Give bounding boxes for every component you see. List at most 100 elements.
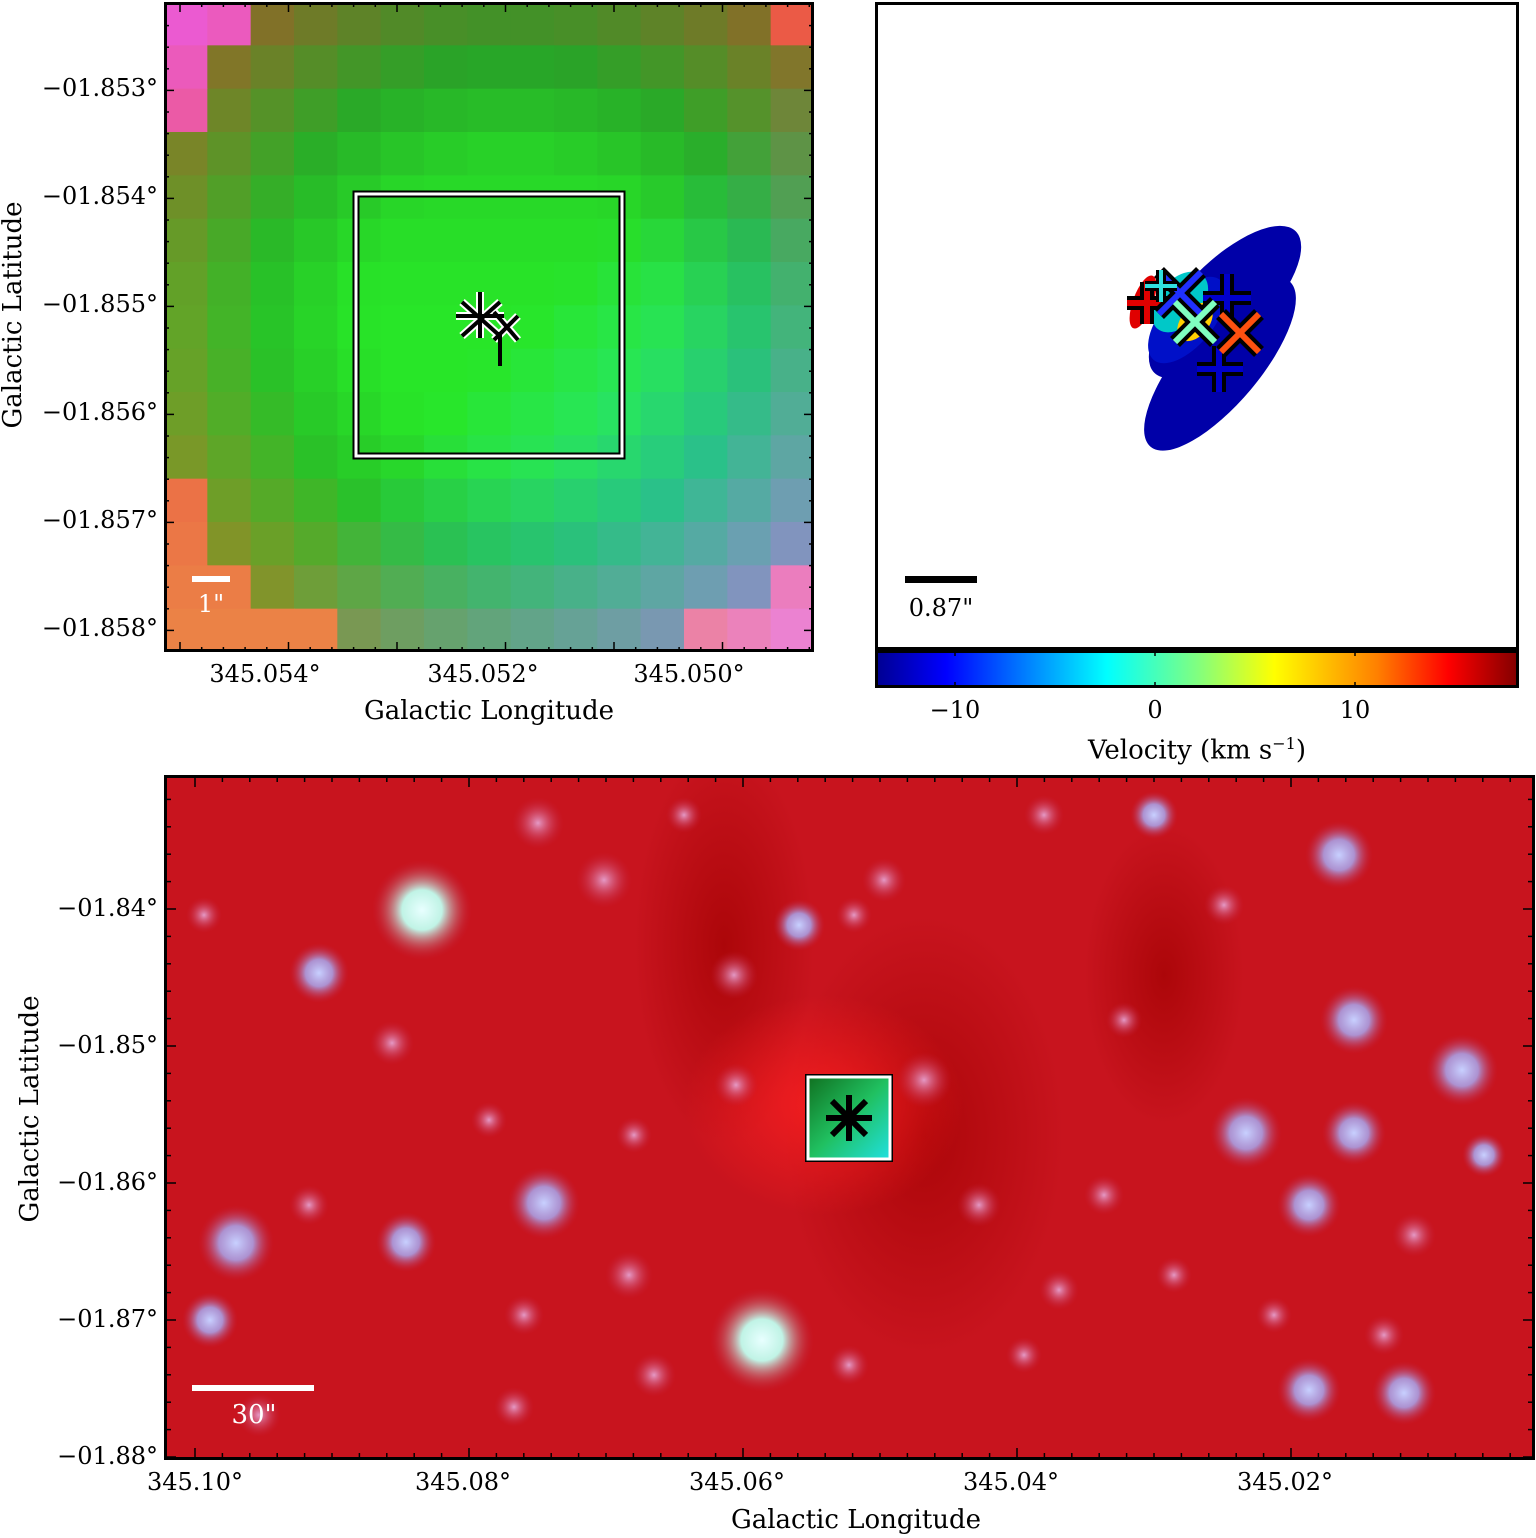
pixel [424,305,468,350]
pixel [770,348,815,393]
scale-bar-label: 0.87" [909,594,973,622]
pixel [770,305,815,350]
pixel [207,522,252,566]
pixel [727,2,772,46]
pixel [727,522,772,566]
pixel [597,608,642,653]
star [1256,1297,1292,1333]
pixel [294,218,338,263]
pixel [727,132,772,176]
star [616,1117,652,1153]
pixel [467,218,512,263]
pixel [727,435,772,480]
pixel [380,218,425,263]
colorbar-ticks [954,650,1356,688]
pixel [770,565,815,610]
pixel [684,348,728,393]
star [1392,1213,1436,1257]
x-tick-label: 345.050° [633,660,745,688]
star [576,852,632,908]
pixel [294,478,338,523]
pixel [164,88,208,133]
pixel [467,262,512,306]
pixel [207,348,252,393]
axes-frame [164,2,814,652]
pixel [250,522,295,566]
pixel [597,88,642,133]
pixel [380,2,425,46]
pixel [510,478,555,523]
star [372,860,472,960]
pixel [467,392,512,436]
pixel [294,88,338,133]
colorbar-tick-label: 10 [1339,696,1371,724]
star [1277,1358,1341,1422]
pixel [554,45,598,90]
star [1320,986,1388,1054]
pixel [467,608,512,653]
pixel [554,348,598,393]
star [237,1393,281,1437]
star [1210,1097,1282,1169]
pixel [250,435,295,480]
pixel-grid [164,2,815,653]
pixel [467,565,512,610]
colorbar-gradient [875,650,1519,688]
y-tick-label: −01.858° [41,614,158,642]
pixel [597,132,642,176]
colorbar-title-close: ) [1295,735,1306,766]
pixel [727,565,772,610]
pixel [337,132,382,176]
pixel [424,348,468,393]
pixel [424,2,468,46]
pixel [294,175,338,220]
star [289,1185,329,1225]
pixel [250,132,295,176]
pixel [250,608,295,653]
pixel [380,88,425,133]
star [1204,885,1244,925]
x-tick-label: 345.10° [147,1468,243,1496]
pixel [597,478,642,523]
pixel [294,2,338,46]
star [1024,795,1064,835]
star [1364,1315,1404,1355]
zoom-image-svg: 1" [164,2,815,653]
star [1106,1002,1142,1038]
pixel [770,435,815,480]
pixel [380,305,425,350]
pixel [684,565,728,610]
star [289,943,349,1003]
pixel [250,2,295,46]
star [714,1063,758,1107]
x-tick-label: 345.04° [963,1468,1059,1496]
pixel [207,218,252,263]
pixel [207,435,252,480]
scale-bar-label: 1" [198,590,224,618]
wide-field-image-svg: 30" [164,745,1535,1460]
pixel [294,522,338,566]
star [957,1183,1001,1227]
star [1156,1257,1192,1293]
y-tick-label: −01.88° [57,1442,158,1470]
pixel [770,2,815,46]
y-tick-label: −01.853° [41,74,158,102]
star [471,1102,507,1138]
star [508,1167,580,1239]
scale-bar [192,576,230,582]
star [1039,1270,1079,1310]
pixel [684,88,728,133]
axes-frame [164,775,1535,1460]
pixel [554,88,598,133]
region-box [354,192,624,458]
colorbar-tick-label: 0 [1147,696,1163,724]
pixel [380,262,425,306]
pixel [164,262,208,306]
star [836,897,872,933]
velocity-colorbar [875,650,1519,688]
y-tick-label: −01.857° [41,506,158,534]
pixel [424,262,468,306]
pixel [250,262,295,306]
star [710,951,758,999]
pixel [770,132,815,176]
